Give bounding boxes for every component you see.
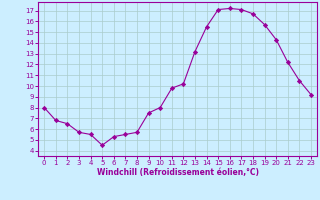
- X-axis label: Windchill (Refroidissement éolien,°C): Windchill (Refroidissement éolien,°C): [97, 168, 259, 177]
